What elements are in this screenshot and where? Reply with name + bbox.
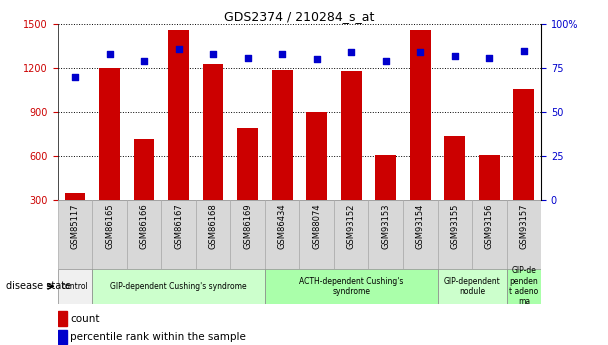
Point: [519, 48, 529, 53]
Text: GSM86166: GSM86166: [140, 204, 148, 249]
Bar: [506, 269, 541, 304]
Text: GSM86169: GSM86169: [243, 204, 252, 249]
Text: GSM93157: GSM93157: [519, 204, 528, 249]
Text: GSM86168: GSM86168: [209, 204, 218, 249]
Point: [105, 51, 114, 57]
Bar: [272, 70, 292, 244]
Bar: [375, 155, 396, 244]
Text: percentile rank within the sample: percentile rank within the sample: [70, 332, 246, 342]
Text: GSM93156: GSM93156: [485, 204, 494, 249]
Bar: [514, 89, 534, 244]
Point: [381, 58, 390, 64]
Bar: [58, 269, 92, 304]
Bar: [306, 112, 327, 244]
Point: [139, 58, 149, 64]
Text: disease state: disease state: [6, 282, 71, 291]
Bar: [265, 200, 299, 269]
Bar: [299, 200, 334, 269]
Point: [70, 74, 80, 80]
Point: [347, 50, 356, 55]
Bar: [341, 71, 362, 244]
Text: GSM86167: GSM86167: [174, 204, 183, 249]
Bar: [134, 138, 154, 244]
Point: [450, 53, 460, 59]
Bar: [99, 68, 120, 244]
Bar: [438, 200, 472, 269]
Bar: [58, 200, 92, 269]
Text: GSM88074: GSM88074: [312, 204, 321, 249]
Point: [415, 50, 425, 55]
Point: [243, 55, 252, 60]
Point: [485, 55, 494, 60]
Point: [277, 51, 287, 57]
Bar: [230, 200, 265, 269]
Bar: [161, 200, 196, 269]
Point: [312, 57, 322, 62]
Bar: [410, 30, 430, 244]
Point: [209, 51, 218, 57]
Text: GSM86434: GSM86434: [278, 204, 287, 249]
Text: ACTH-dependent Cushing's
syndrome: ACTH-dependent Cushing's syndrome: [299, 277, 404, 296]
Bar: [438, 269, 506, 304]
Bar: [444, 136, 465, 244]
Title: GDS2374 / 210284_s_at: GDS2374 / 210284_s_at: [224, 10, 375, 23]
Bar: [92, 200, 127, 269]
Text: GSM85117: GSM85117: [71, 204, 80, 249]
Text: GIP-dependent Cushing's syndrome: GIP-dependent Cushing's syndrome: [110, 282, 247, 291]
Point: [174, 46, 184, 51]
Text: GSM93153: GSM93153: [381, 204, 390, 249]
Text: GIP-dependent
nodule: GIP-dependent nodule: [444, 277, 500, 296]
Text: count: count: [70, 314, 100, 324]
Bar: [334, 200, 368, 269]
Bar: [58, 330, 67, 344]
Bar: [64, 193, 85, 244]
Text: GIP-de
penden
t adeno
ma: GIP-de penden t adeno ma: [510, 266, 539, 306]
Bar: [479, 155, 500, 244]
Bar: [506, 200, 541, 269]
Text: control: control: [61, 282, 88, 291]
Text: GSM93155: GSM93155: [451, 204, 459, 249]
Bar: [168, 30, 189, 244]
Bar: [196, 200, 230, 269]
Bar: [403, 200, 438, 269]
Bar: [368, 200, 403, 269]
Bar: [92, 269, 265, 304]
Bar: [127, 200, 161, 269]
Text: GSM93152: GSM93152: [347, 204, 356, 249]
Bar: [202, 64, 224, 244]
Text: GSM93154: GSM93154: [416, 204, 425, 249]
Bar: [237, 128, 258, 244]
Bar: [472, 200, 506, 269]
Text: GSM86165: GSM86165: [105, 204, 114, 249]
Bar: [58, 311, 67, 326]
Bar: [265, 269, 438, 304]
